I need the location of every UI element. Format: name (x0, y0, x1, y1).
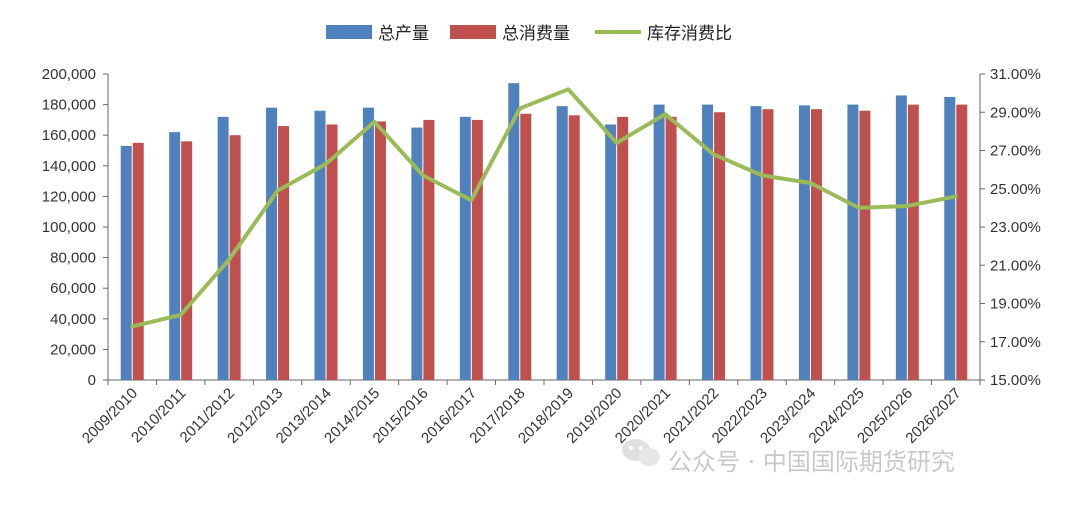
consumption-bar (229, 135, 241, 380)
consumption-bar (132, 142, 144, 380)
production-bar (605, 124, 617, 381)
consumption-bar (956, 104, 968, 380)
production-bar (459, 116, 471, 380)
left-tick-label: 100,000 (42, 219, 96, 236)
bars (120, 83, 968, 381)
left-tick-label: 120,000 (42, 188, 96, 205)
ratio-polyline (130, 87, 958, 329)
consumption-bar (326, 124, 338, 381)
consumption-bar (423, 119, 435, 381)
left-tick-label: 20,000 (50, 341, 96, 358)
consumption-bar (714, 112, 726, 380)
watermark-text: 公众号 · 中国国际期货研究 (668, 448, 955, 476)
production-bar (798, 105, 810, 381)
legend-label: 总产量 (378, 24, 429, 44)
production-bar (750, 106, 762, 380)
left-tick-label: 140,000 (42, 158, 96, 175)
production-bar (169, 132, 181, 380)
production-bar (944, 96, 956, 380)
right-tick-label: 29.00% (990, 104, 1041, 121)
consumption-bar (810, 109, 822, 380)
production-bar (653, 104, 665, 380)
consumption-bar (762, 109, 774, 380)
consumption-bar (374, 121, 386, 381)
consumption-bar (568, 115, 580, 380)
right-tick-label: 27.00% (990, 143, 1041, 160)
wechat-icon (622, 439, 660, 466)
production-bar (217, 116, 229, 380)
production-bar (895, 95, 907, 381)
legend-swatch (450, 25, 496, 39)
watermark: 公众号 · 中国国际期货研究 (622, 439, 955, 476)
production-bar (847, 104, 859, 380)
legend-label: 总消费量 (502, 24, 570, 44)
consumption-bar (665, 116, 677, 380)
legend-swatch (326, 25, 372, 39)
consumption-bar (181, 141, 193, 380)
ratio-line (130, 87, 958, 329)
consumption-bar (278, 126, 290, 381)
production-bar (362, 107, 374, 380)
consumption-bar (520, 113, 532, 380)
left-tick-label: 160,000 (42, 127, 96, 144)
right-tick-label: 23.00% (990, 219, 1041, 236)
right-tick-label: 17.00% (990, 334, 1041, 351)
consumption-bar (617, 116, 629, 380)
production-bar (120, 145, 132, 380)
left-tick-label: 80,000 (50, 250, 96, 267)
right-tick-label: 19.00% (990, 296, 1041, 313)
production-bar (266, 107, 278, 380)
right-tick-label: 15.00% (990, 372, 1041, 389)
production-bar (508, 83, 520, 381)
right-tick-label: 21.00% (990, 257, 1041, 274)
production-bar (314, 110, 326, 380)
left-tick-label: 60,000 (50, 280, 96, 297)
consumption-bar (859, 110, 871, 380)
consumption-bar (907, 104, 919, 380)
right-tick-label: 25.00% (990, 181, 1041, 198)
right-tick-label: 31.00% (990, 66, 1041, 83)
left-tick-label: 200,000 (42, 66, 96, 83)
left-tick-label: 40,000 (50, 311, 96, 328)
left-tick-label: 0 (88, 372, 96, 389)
left-tick-label: 180,000 (42, 97, 96, 114)
legend-label: 库存消费比 (647, 24, 732, 44)
production-bar (556, 106, 568, 380)
legend: 总产量 总消费量 库存消费比 (326, 24, 732, 44)
production-bar (411, 127, 423, 380)
production-bar (702, 104, 714, 380)
consumption-bar (471, 119, 483, 381)
